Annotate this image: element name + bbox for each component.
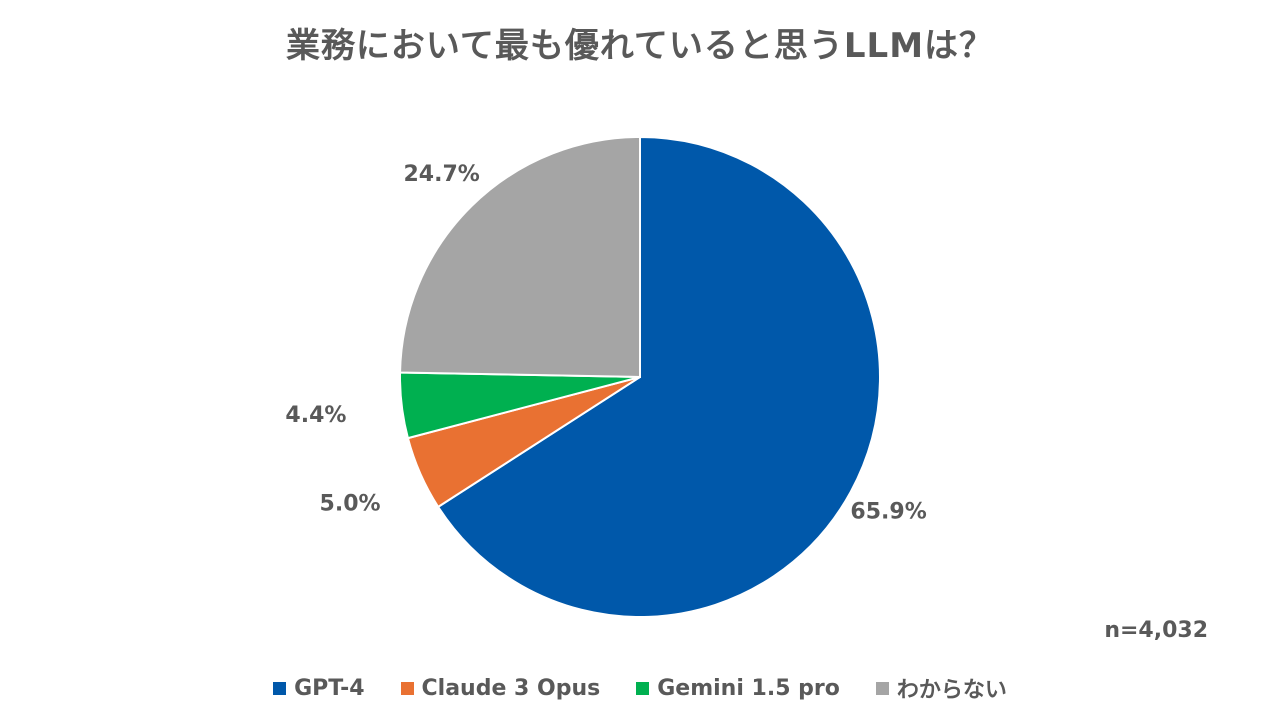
chart-legend: GPT-4 Claude 3 Opus Gemini 1.5 pro わからない xyxy=(0,672,1280,704)
legend-swatch-unknown xyxy=(875,681,889,695)
pie-slice-gpt4 xyxy=(436,135,881,618)
pie-slices xyxy=(399,135,881,618)
pie-data-labels: 65.9% 5.0% 4.4% 24.7% xyxy=(285,162,926,525)
data-label-gpt4: 65.9% xyxy=(850,500,926,525)
sample-size-note: n=4,032 xyxy=(1104,618,1208,643)
pie-slice-unknown xyxy=(399,135,641,379)
legend-swatch-gpt4 xyxy=(273,681,287,695)
legend-label-gemini: Gemini 1.5 pro xyxy=(657,675,840,701)
legend-item-claude: Claude 3 Opus xyxy=(400,675,601,701)
legend-item-unknown: わからない xyxy=(875,672,1007,704)
data-label-gemini: 4.4% xyxy=(285,403,346,428)
data-label-claude: 5.0% xyxy=(320,492,381,517)
legend-label-claude: Claude 3 Opus xyxy=(421,675,601,701)
legend-label-unknown: わからない xyxy=(896,678,1007,703)
chart-title: 業務において最も優れていると思うLLMは？ xyxy=(285,26,995,66)
legend-label-gpt4: GPT-4 xyxy=(294,675,365,701)
data-label-unknown: 24.7% xyxy=(403,162,479,187)
legend-item-gemini: Gemini 1.5 pro xyxy=(636,676,840,701)
legend-swatch-gemini xyxy=(636,681,650,695)
legend-item-gpt4: GPT-4 xyxy=(273,675,365,701)
legend-swatch-claude xyxy=(400,681,414,695)
